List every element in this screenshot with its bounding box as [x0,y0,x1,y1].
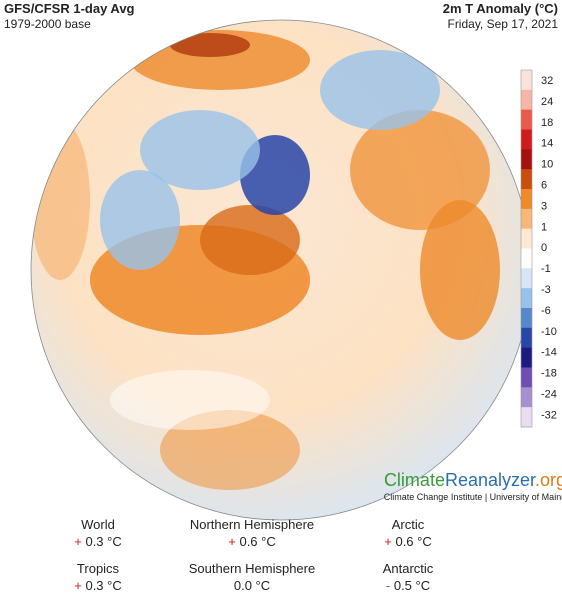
stat-number: 0.6 °C [395,534,431,549]
stat-label: World [81,517,115,532]
stat-value: + 0.3 °C [74,534,122,549]
colorbar-label: 0 [541,242,547,254]
credit: Climate Change Institute | University of… [384,492,562,502]
colorbar-segment [521,327,532,349]
date: Friday, Sep 17, 2021 [447,17,558,31]
stat-sign: + [384,534,392,549]
colorbar-label: -1 [541,263,551,275]
variable: 2m T Anomaly (°C) [443,1,558,16]
stat-sign: + [74,534,82,549]
colorbar-label: 24 [541,96,553,108]
colorbar-label: 3 [541,200,547,212]
stat-label: Tropics [77,561,120,576]
brand-part: Climate [384,470,445,490]
colorbar-label: -18 [541,368,557,380]
stat-label: Northern Hemisphere [190,517,314,532]
colorbar-label: -14 [541,347,557,359]
colorbar-segment [521,169,532,190]
colorbar-label: -24 [541,389,557,401]
colorbar-frame [520,69,533,428]
colorbar-segment [521,288,532,309]
stat-number: 0.3 °C [85,534,121,549]
colorbar-label: 10 [541,159,553,171]
colorbar-segment [521,367,532,388]
stat-value: + 0.6 °C [384,534,432,549]
stat-number: 0.5 °C [394,578,430,593]
colorbar-segment [521,89,532,111]
brand-part: Reanalyzer [445,470,536,490]
stat-label: Antarctic [383,561,434,576]
colorbar-segment [521,308,532,329]
colorbar-segment [521,189,532,210]
subtitle: 1979-2000 base [4,17,91,31]
colorbar-label: 14 [541,138,553,150]
colorbar-label: 6 [541,180,547,192]
stat-number: 0.6 °C [239,534,275,549]
colorbar-segment [521,268,532,289]
stat-number: 0.0 °C [234,578,270,593]
stats: World + 0.3 °C Northern Hemisphere + 0.6 °C… [74,517,434,593]
stat-label: Arctic [392,517,425,532]
colorbar-label: -6 [541,305,551,317]
stat-sign: - [386,578,390,593]
colorbar-label: 1 [541,221,547,233]
colorbar-segment [521,407,532,428]
stat-value: + 0.6 °C [228,534,276,549]
colorbar-label: -32 [541,409,557,421]
colorbar-segment [521,149,532,170]
colorbar-segment [521,347,532,368]
colorbar-segment [521,109,532,130]
stat-value: + 0.3 °C [74,578,122,593]
colorbar-segment [521,387,532,408]
stat-sign: + [74,578,82,593]
colorbar-label: -3 [541,284,551,296]
colorbar-segment [521,70,532,91]
brand-part: .org [535,470,562,490]
branding: ClimateReanalyzer.org [384,470,562,490]
colorbar-segment [521,248,532,269]
stat-value: - 0.5 °C [386,578,430,593]
colorbar-segment [521,208,532,230]
colorbar-segment [521,129,532,150]
colorbar-segment [521,228,532,249]
globe [31,20,531,520]
title: GFS/CFSR 1-day Avg [4,1,135,16]
stat-number: 0.3 °C [85,578,121,593]
stat-label: Southern Hemisphere [189,561,315,576]
stat-sign: + [228,534,236,549]
colorbar-label: 18 [541,117,553,129]
colorbar-label: -10 [541,326,557,338]
stat-value: 0.0 °C [234,578,270,593]
colorbar-label: 32 [541,75,553,87]
